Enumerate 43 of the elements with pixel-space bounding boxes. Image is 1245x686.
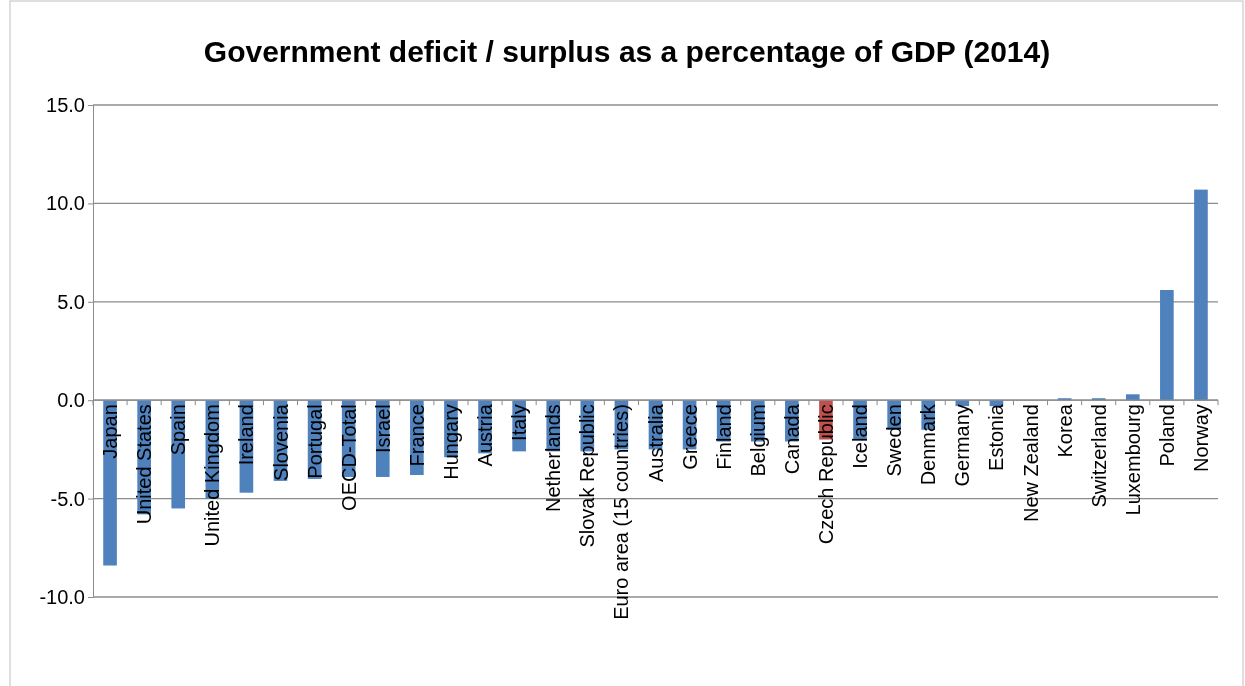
bar: [1160, 289, 1174, 401]
y-tick-label: -5.0: [50, 487, 85, 510]
x-tick-label: Hungary: [439, 404, 462, 480]
x-tick-label: Korea: [1053, 403, 1076, 458]
x-tick-label: Germany: [951, 404, 974, 487]
x-tick-label: Estonia: [985, 403, 1008, 471]
y-tick-label: 5.0: [57, 290, 85, 313]
x-tick-label: OECD-Total: [337, 404, 360, 511]
x-tick-label: Switzerland: [1087, 404, 1110, 508]
x-tick-label: Iceland: [849, 404, 872, 469]
x-tick-label: Canada: [780, 403, 803, 475]
x-tick-label: Denmark: [917, 403, 940, 486]
chart-title: Government deficit / surplus as a percentage of GDP (2014): [203, 35, 1051, 68]
x-tick-label: Israel: [371, 404, 394, 454]
y-tick-label: 15.0: [46, 93, 85, 116]
x-tick-label: New Zealand: [1019, 404, 1042, 523]
x-tick-label: Netherlands: [542, 404, 565, 513]
x-tick-label: United Kingdom: [201, 404, 224, 547]
y-tick-label: -10.0: [39, 585, 85, 608]
x-tick-label: Portugal: [303, 404, 326, 479]
bar: [1194, 189, 1208, 401]
x-tick-label: Japan: [99, 404, 122, 459]
x-tick-label: Luxembourg: [1121, 404, 1144, 516]
x-tick-label: Norway: [1189, 404, 1212, 472]
x-tick-label: Spain: [167, 404, 190, 456]
y-tick-label: 10.0: [46, 192, 85, 215]
x-tick-label: Slovenia: [269, 403, 292, 481]
bar: [1125, 394, 1140, 401]
x-tick-label: Euro area (15 countries): [610, 404, 633, 620]
x-tick-label: United States: [133, 404, 156, 525]
x-tick-label: Greece: [678, 404, 701, 470]
x-tick-label: Sweden: [883, 404, 906, 477]
x-tick-label: Ireland: [235, 404, 258, 466]
x-tick-label: Austria: [474, 403, 497, 467]
x-tick-label: Belgium: [746, 404, 769, 477]
x-tick-label: Poland: [1155, 404, 1178, 467]
y-tick-label: 0.0: [57, 389, 85, 412]
x-tick-label: Czech Republic: [814, 404, 837, 545]
x-tick-label: Finland: [712, 404, 735, 470]
x-tick-label: France: [405, 404, 428, 467]
x-tick-label: Australia: [644, 403, 667, 483]
x-tick-label: Slovak Republic: [576, 404, 599, 548]
x-tick-label: Italy: [508, 404, 531, 441]
